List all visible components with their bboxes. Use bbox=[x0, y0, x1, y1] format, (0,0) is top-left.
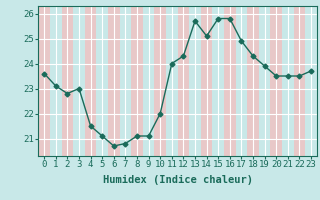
Bar bbox=[155, 6, 166, 156]
Bar bbox=[108, 6, 120, 156]
Bar bbox=[247, 6, 259, 156]
Bar bbox=[201, 6, 212, 156]
Bar bbox=[224, 6, 236, 156]
Bar bbox=[178, 6, 189, 156]
Bar bbox=[38, 6, 50, 156]
X-axis label: Humidex (Indice chaleur): Humidex (Indice chaleur) bbox=[103, 175, 252, 185]
Bar bbox=[131, 6, 143, 156]
Bar bbox=[270, 6, 282, 156]
Bar bbox=[294, 6, 305, 156]
Bar bbox=[62, 6, 73, 156]
Bar bbox=[85, 6, 96, 156]
